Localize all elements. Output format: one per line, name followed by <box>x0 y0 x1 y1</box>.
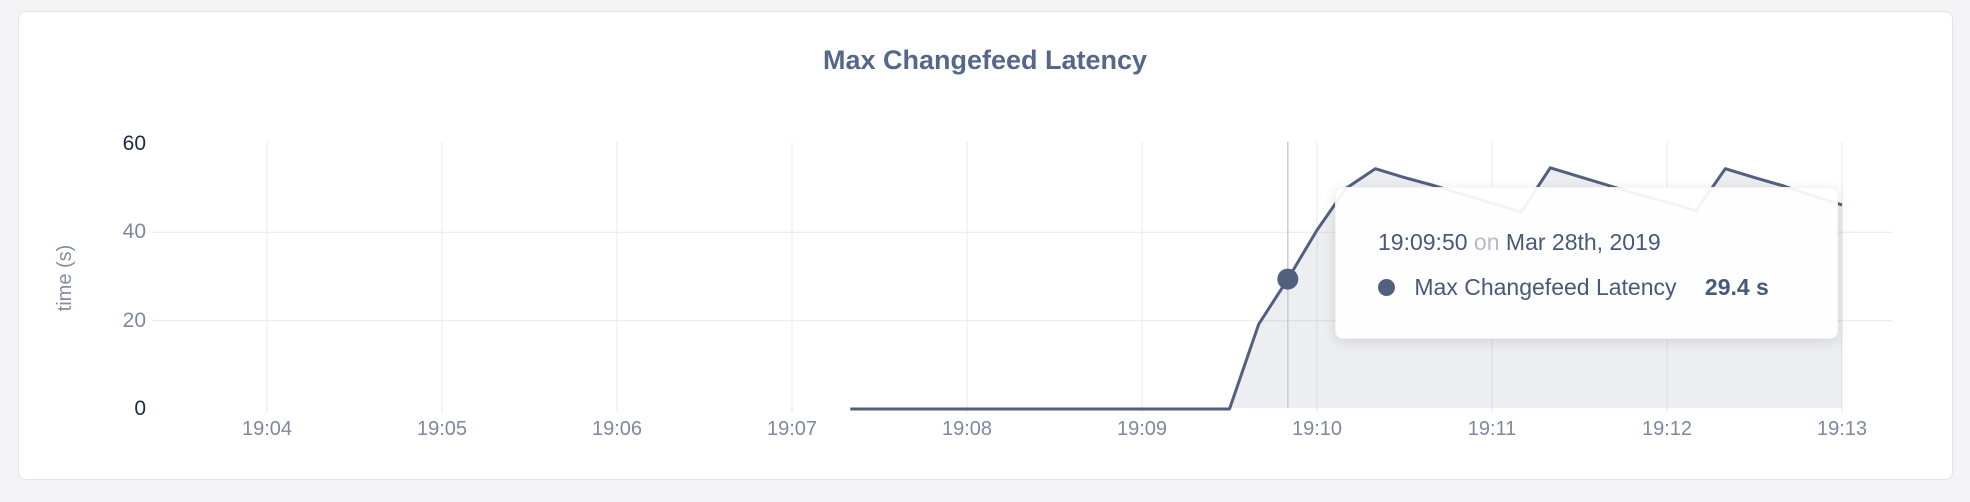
tooltip-series-row: Max Changefeed Latency 29.4 s <box>1378 271 1807 303</box>
tooltip-value: 29.4 s <box>1704 274 1769 300</box>
series-bullet-icon <box>1378 279 1395 296</box>
tooltip-date: Mar 28th, 2019 <box>1505 229 1661 255</box>
chart-tooltip: 19:09:50 on Mar 28th, 2019 Max Changefee… <box>1335 187 1838 339</box>
x-tick-label: 19:08 <box>941 418 993 440</box>
y-tick-label: 0 <box>134 397 146 420</box>
x-tick-label: 19:06 <box>591 418 643 440</box>
y-tick-label: 60 <box>122 132 146 155</box>
x-tick-label: 19:05 <box>416 418 468 440</box>
y-tick-label: 40 <box>122 220 146 244</box>
chart-title: Max Changefeed Latency <box>822 45 1148 75</box>
tooltip-time: 19:09:50 <box>1378 229 1468 255</box>
x-tick-label: 19:13 <box>1816 418 1868 440</box>
x-axis-tick-labels: 19:04 19:05 19:06 19:07 19:08 19:09 19:10 19:11… <box>0 417 1970 443</box>
x-tick-label: 19:04 <box>241 418 293 440</box>
x-tick-label: 19:07 <box>766 418 818 440</box>
y-axis-tick-labels: 0 20 40 60 <box>58 0 146 502</box>
y-tick-label: 20 <box>122 308 146 332</box>
tooltip-timestamp: 19:09:50 on Mar 28th, 2019 <box>1378 226 1807 258</box>
hover-dot <box>1277 268 1299 290</box>
tooltip-on-text: on <box>1473 229 1500 255</box>
x-tick-label: 19:11 <box>1467 418 1517 440</box>
x-tick-label: 19:10 <box>1291 418 1343 440</box>
x-tick-label: 19:09 <box>1116 418 1168 440</box>
tooltip-series-label: Max Changefeed Latency <box>1414 274 1677 300</box>
x-tick-label: 19:12 <box>1641 418 1693 440</box>
